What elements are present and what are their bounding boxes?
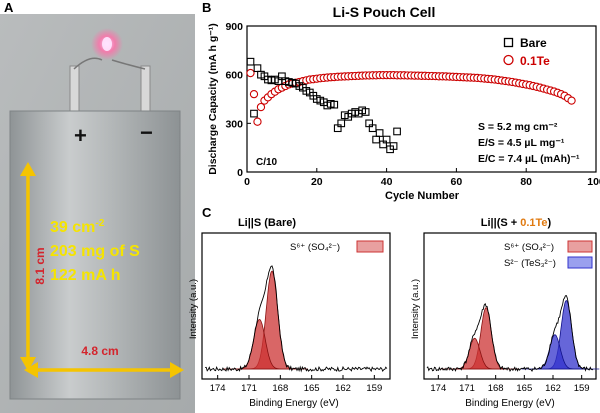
capacity-text: 122 mA h bbox=[50, 267, 121, 284]
x-tick-label: 162 bbox=[545, 383, 561, 394]
x-tick-label: 100 bbox=[587, 176, 600, 188]
minus-sign: − bbox=[140, 120, 153, 145]
te-data-point bbox=[246, 68, 255, 78]
height-arrow bbox=[20, 162, 36, 371]
x-tick-label: 171 bbox=[459, 383, 475, 394]
bare-data-point bbox=[361, 108, 370, 116]
panel-label-c: C bbox=[202, 205, 212, 220]
xps-te-frame bbox=[423, 232, 597, 380]
legend-te-label: 0.1Te bbox=[520, 54, 550, 68]
height-label: 8.1 cm bbox=[33, 247, 47, 284]
bare-data-point bbox=[382, 135, 391, 144]
bare-data-point bbox=[253, 64, 262, 73]
xps-bare-y-label: Intensity (a.u.) bbox=[188, 279, 199, 339]
cycling-chart-title: Li-S Pouch Cell bbox=[333, 4, 436, 20]
x-tick-label: 168 bbox=[488, 383, 504, 394]
xps-bare-title: Li||S (Bare) bbox=[238, 217, 296, 229]
bare-data-point bbox=[330, 100, 339, 109]
x-tick-label: 159 bbox=[366, 383, 382, 394]
spectrum-envelope bbox=[205, 265, 388, 373]
x-tick-label: 174 bbox=[210, 383, 226, 394]
bare-data-point bbox=[375, 129, 384, 137]
x-tick-label: 60 bbox=[451, 176, 463, 188]
pouch-cell-photo: + − 8.1 cm 4.8 cm 39 cm-2 203 mg of S 12… bbox=[0, 14, 195, 413]
ec-ratio-annotation: E/C = 7.4 µL (mAh)⁻¹ bbox=[478, 153, 580, 165]
cycling-legend: Bare 0.1Te bbox=[503, 36, 550, 68]
xps-bare-legend-label: S⁶⁺ (SO₄²⁻) bbox=[290, 242, 340, 253]
xps-te-title: Li||(S + 0.1Te) bbox=[481, 217, 552, 229]
led-bulb bbox=[102, 37, 112, 51]
x-tick-label: 165 bbox=[516, 383, 532, 394]
bare-data-point bbox=[393, 127, 401, 136]
xps-bare-frame bbox=[201, 232, 391, 380]
y-tick-label: 0 bbox=[237, 167, 243, 179]
x-tick-label: 80 bbox=[520, 176, 532, 188]
xps-te-legend-swatch-1 bbox=[567, 240, 593, 253]
cycling-chart: Li-S Pouch Cell 0 20 40 60 80 100 0 300 600 900 D… bbox=[207, 4, 600, 202]
xps-te-y-label: Intensity (a.u.) bbox=[410, 279, 421, 339]
xps-te-x-label: Binding Energy (eV) bbox=[465, 398, 555, 409]
cycling-plot-frame bbox=[246, 25, 597, 173]
area-text: 39 cm-2 bbox=[50, 218, 105, 236]
cycling-y-axis-label: Discharge Capacity (mA h g⁻¹) bbox=[207, 23, 219, 175]
legend-bare-marker bbox=[503, 37, 514, 48]
panel-label-a: A bbox=[4, 0, 14, 15]
bare-data-point bbox=[337, 119, 346, 128]
x-tick-label: 40 bbox=[381, 176, 393, 188]
panel-label-b: B bbox=[202, 0, 212, 15]
plus-sign: + bbox=[74, 123, 87, 148]
x-tick-label: 20 bbox=[311, 176, 323, 188]
bare-data-point bbox=[246, 57, 255, 66]
bare-data-point bbox=[372, 135, 380, 144]
te-data-point bbox=[567, 96, 576, 105]
x-tick-label: 0 bbox=[244, 176, 250, 188]
bare-data-point bbox=[389, 142, 398, 150]
bare-data-point bbox=[250, 109, 258, 118]
loading-annotation: S = 5.2 mg cm⁻² bbox=[478, 121, 558, 133]
sulfur-mass-text: 203 mg of S bbox=[50, 243, 140, 260]
y-tick-label: 600 bbox=[225, 70, 243, 82]
fit-peak bbox=[452, 307, 520, 370]
es-ratio-annotation: E/S = 4.5 µL mg⁻¹ bbox=[478, 137, 565, 149]
width-arrow bbox=[24, 362, 184, 378]
te-data-point bbox=[253, 117, 262, 126]
cycling-x-axis-label: Cycle Number bbox=[385, 190, 460, 202]
fit-peak bbox=[532, 300, 600, 370]
xps-bare-legend: S⁶⁺ (SO₄²⁻) bbox=[290, 240, 384, 253]
xps-te-legend-label-2: S²⁻ (TeS₃²⁻) bbox=[504, 258, 556, 269]
x-tick-label: 162 bbox=[335, 383, 351, 394]
xps-te-legend: S⁶⁺ (SO₄²⁻) S²⁻ (TeS₃²⁻) bbox=[504, 240, 593, 269]
te-data-point bbox=[256, 102, 266, 112]
te-data-point bbox=[249, 89, 259, 99]
xps-te-chart: Li||(S + 0.1Te) 174 171 168 165 162 159 Inten… bbox=[410, 217, 600, 409]
x-tick-label: 171 bbox=[241, 383, 257, 394]
x-tick-label: 165 bbox=[304, 383, 320, 394]
x-tick-label: 174 bbox=[430, 383, 446, 394]
bare-data-point bbox=[368, 124, 377, 133]
xps-bare-legend-swatch bbox=[356, 240, 384, 253]
legend-te-marker bbox=[503, 54, 514, 66]
fit-peak bbox=[222, 318, 296, 370]
x-tick-label: 168 bbox=[272, 383, 288, 394]
xps-bare-chart: Li||S (Bare) 174 171 168 165 162 159 Intensit… bbox=[188, 217, 391, 409]
legend-bare-label: Bare bbox=[520, 36, 547, 50]
pouch-body bbox=[10, 111, 180, 399]
xps-te-legend-label-1: S⁶⁺ (SO₄²⁻) bbox=[504, 242, 554, 253]
xps-bare-x-label: Binding Energy (eV) bbox=[249, 398, 339, 409]
xps-te-legend-swatch-2 bbox=[567, 256, 593, 269]
fit-peak bbox=[235, 270, 308, 370]
width-label: 4.8 cm bbox=[81, 344, 118, 358]
y-tick-label: 900 bbox=[225, 21, 243, 33]
fit-peak bbox=[441, 337, 508, 370]
x-tick-label: 159 bbox=[574, 383, 590, 394]
rate-label: C/10 bbox=[256, 157, 278, 168]
spectrum-envelope bbox=[426, 295, 594, 373]
y-tick-label: 300 bbox=[225, 118, 243, 130]
